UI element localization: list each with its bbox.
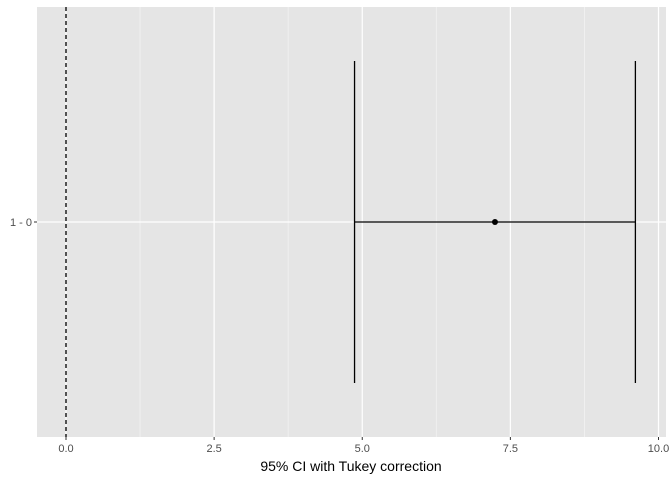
x-tick-label: 0.0	[58, 443, 73, 455]
axes: 0.0 2.5 5.0 7.5 10.0 1 - 0	[10, 217, 669, 455]
x-tick-label: 2.5	[206, 443, 221, 455]
x-axis-title: 95% CI with Tukey correction	[260, 458, 441, 474]
estimate-point	[491, 219, 498, 225]
y-tick-label: 1 - 0	[10, 217, 32, 229]
data-marks	[65, 7, 637, 437]
x-tick-label: 7.5	[503, 443, 518, 455]
x-tick-label: 5.0	[355, 443, 370, 455]
x-tick-label: 10.0	[648, 443, 669, 455]
